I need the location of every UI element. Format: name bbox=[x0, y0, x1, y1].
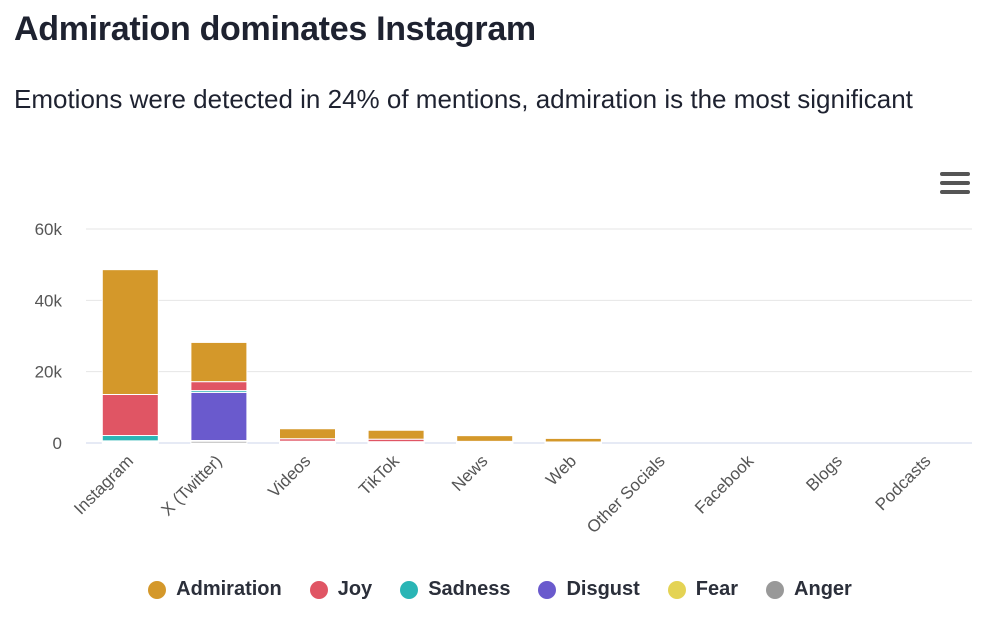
y-tick-label: 40k bbox=[35, 291, 63, 310]
x-tick-label: Podcasts bbox=[872, 451, 935, 514]
legend-marker-icon bbox=[309, 580, 328, 599]
legend-label: Admiration bbox=[176, 578, 282, 600]
y-tick-label: 60k bbox=[35, 220, 63, 239]
legend-label: Joy bbox=[337, 578, 373, 600]
bar-admiration-news bbox=[456, 435, 514, 442]
bar-admiration-instagram bbox=[101, 269, 159, 395]
chart-subtitle: Emotions were detected in 24% of mention… bbox=[14, 84, 913, 114]
x-tick-label: Web bbox=[542, 451, 580, 489]
legend-marker-icon bbox=[400, 580, 419, 599]
stacked-bar-chart: 0 20k 40k 60k Instagram X (Twitter) Videos TikT… bbox=[35, 220, 972, 537]
bar-admiration-x-twitter- bbox=[190, 341, 248, 383]
y-tick-label: 20k bbox=[35, 363, 63, 382]
legend-item-fear[interactable]: Fear bbox=[667, 578, 739, 601]
x-tick-label: TikTok bbox=[355, 451, 403, 499]
chart-legend: Admiration Joy Sadness Disgust Fear Anger bbox=[0, 578, 1000, 601]
bar-sadness-instagram bbox=[101, 435, 159, 442]
x-tick-label: Instagram bbox=[70, 451, 137, 518]
legend-marker-icon bbox=[148, 580, 167, 599]
y-tick-label: 0 bbox=[53, 434, 62, 453]
x-tick-label: Facebook bbox=[691, 451, 758, 518]
bar-joy-instagram bbox=[101, 393, 159, 437]
bar-joy-x-twitter- bbox=[190, 381, 248, 392]
legend-item-disgust[interactable]: Disgust bbox=[538, 578, 640, 601]
legend-marker-icon bbox=[538, 580, 557, 599]
legend-label: Anger bbox=[794, 578, 852, 600]
x-tick-label: Videos bbox=[264, 451, 314, 501]
x-tick-label: Blogs bbox=[802, 451, 846, 495]
bar-admiration-web bbox=[544, 437, 602, 443]
legend-label: Fear bbox=[695, 578, 739, 600]
bar-admiration-tiktok bbox=[367, 429, 425, 440]
legend-item-admiration[interactable]: Admiration bbox=[148, 578, 282, 601]
chart-title: Admiration dominates Instagram bbox=[14, 10, 536, 48]
legend-marker-icon bbox=[667, 580, 686, 599]
legend-label: Disgust bbox=[566, 578, 640, 600]
x-tick-label: News bbox=[448, 451, 491, 494]
x-tick-label: X (Twitter) bbox=[158, 451, 226, 519]
x-tick-label: Other Socials bbox=[583, 451, 669, 537]
legend-marker-icon bbox=[766, 580, 785, 599]
legend-label: Sadness bbox=[428, 578, 511, 600]
bar-admiration-videos bbox=[279, 428, 336, 440]
legend-item-sadness[interactable]: Sadness bbox=[400, 578, 510, 601]
hamburger-menu-icon[interactable] bbox=[940, 172, 970, 194]
bar-disgust-x-twitter- bbox=[190, 391, 248, 442]
legend-item-joy[interactable]: Joy bbox=[309, 578, 373, 601]
legend-item-anger[interactable]: Anger bbox=[766, 578, 852, 601]
